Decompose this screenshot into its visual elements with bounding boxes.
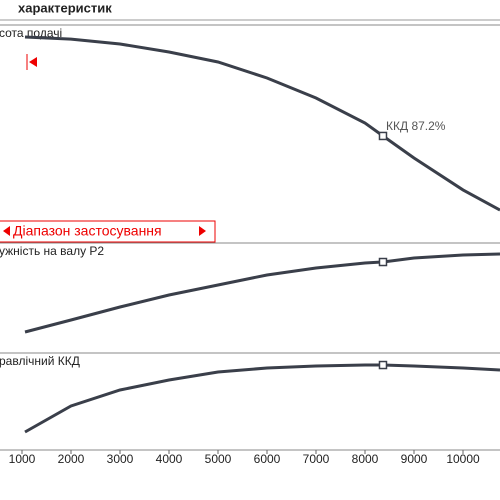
x-tick-label: 5000 xyxy=(205,452,232,466)
x-tick-label: 1000 xyxy=(9,452,36,466)
panel-label: равлічний ККД xyxy=(0,354,80,368)
x-tick-label: 2000 xyxy=(58,452,85,466)
range-box xyxy=(0,220,216,243)
range-arrow-left xyxy=(3,226,10,236)
range-arrow-right xyxy=(199,226,206,236)
curve xyxy=(24,35,500,212)
duty-point xyxy=(378,131,388,141)
curve xyxy=(24,363,500,434)
range-label: Діапазон застосування xyxy=(13,223,162,239)
page-title: характеристик xyxy=(18,0,112,15)
x-tick-label: 3000 xyxy=(107,452,134,466)
panel-label: ужність на валу P2 xyxy=(0,244,104,258)
x-tick-label: 9000 xyxy=(401,452,428,466)
x-tick-label: 4000 xyxy=(156,452,183,466)
annotation: ККД 87.2% xyxy=(386,119,446,133)
duty-point xyxy=(378,257,388,267)
x-tick-label: 6000 xyxy=(254,452,281,466)
min-flow-arrow xyxy=(29,57,37,67)
x-tick-label: 7000 xyxy=(303,452,330,466)
curve xyxy=(24,252,500,334)
x-tick-label: 8000 xyxy=(352,452,379,466)
x-tick-label: 10000 xyxy=(446,452,480,466)
duty-point xyxy=(378,360,388,370)
